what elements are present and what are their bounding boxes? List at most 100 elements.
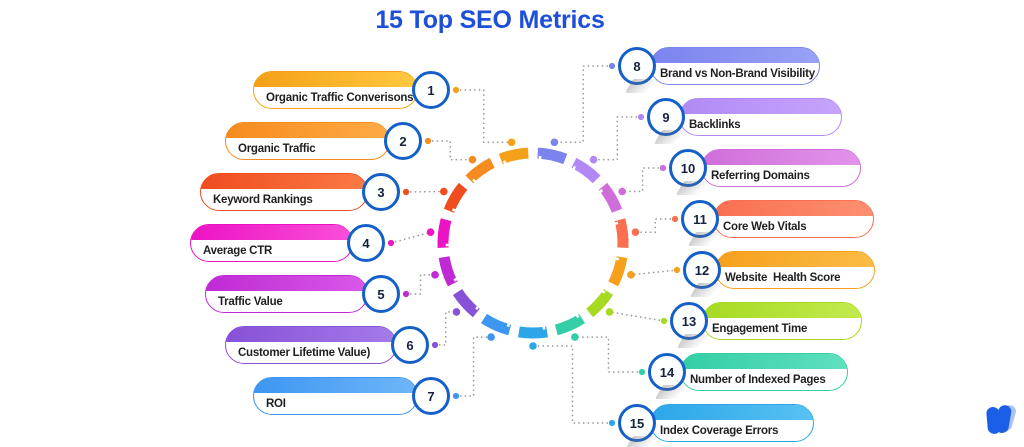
connector-start-dot (638, 368, 646, 376)
metric-label: Customer Lifetime Value) (238, 347, 371, 359)
connector-end-dot (507, 138, 516, 147)
connector-end-dot (468, 155, 477, 164)
metric-number-badge: 2 (384, 122, 422, 160)
pill-body (206, 276, 367, 312)
metric-pill-2: Organic Traffic 2 (225, 122, 422, 160)
pill-body (702, 150, 860, 186)
connector-line (574, 336, 643, 373)
metric-pill-11: Core Web Vitals 11 (681, 200, 874, 238)
metric-number-badge: 9 (647, 98, 685, 136)
connector-end-dot (529, 342, 537, 350)
pill-body (681, 354, 847, 390)
pill-color-band (714, 201, 873, 216)
pill-color-band (191, 225, 352, 240)
connector-start-dot (452, 392, 460, 400)
pill-body (254, 72, 417, 108)
pill-color-band (254, 378, 417, 393)
connector-start-dot (424, 137, 432, 145)
metric-pill-6: Customer Lifetime Value) 6 (225, 326, 429, 364)
metric-label: Core Web Vitals (723, 221, 807, 233)
connector-line (455, 89, 513, 144)
chain-link-icon (562, 153, 576, 174)
metric-pill-13: Engagement Time 13 (670, 302, 862, 340)
connector-end-dot (487, 333, 495, 341)
connector-line (405, 190, 445, 193)
metric-number-badge: 15 (618, 404, 656, 442)
metric-pill-9: Backlinks 9 (647, 98, 842, 136)
logo-right-stroke (995, 405, 1012, 433)
pill-body (714, 201, 873, 237)
metric-pill-12: Website Health Score 12 (683, 251, 875, 289)
pill-color-band (651, 48, 819, 63)
chain-link-icon (475, 302, 489, 324)
metric-number-badge: 10 (669, 149, 707, 187)
connector-start-dot (660, 317, 668, 325)
chain-link-icon (458, 178, 480, 193)
chain-link-icon (449, 275, 466, 295)
metric-number-badge: 13 (670, 302, 708, 340)
ring-segment (554, 313, 586, 336)
connector-end-dot (452, 308, 461, 316)
ring-segment (598, 182, 623, 213)
chain-link-icon (607, 209, 626, 227)
brush-mark-logo-icon (986, 405, 1016, 434)
metric-pill-3: Keyword Rankings 3 (200, 173, 400, 211)
metric-label: Traffic Value (218, 296, 283, 308)
metric-label: ROI (266, 398, 286, 410)
metric-pill-15: Index Coverage Errors 15 (618, 404, 814, 442)
chain-link-icon (439, 208, 460, 222)
chain-link-icon (597, 279, 619, 294)
chain-link-icon (573, 305, 593, 322)
metric-label: Average CTR (203, 245, 273, 257)
metric-pill-4: Average CTR 4 (190, 224, 385, 262)
connector-line (427, 140, 474, 161)
metric-pill-10: Referring Domains 10 (669, 149, 861, 187)
connector-start-dot (387, 239, 395, 247)
connector-end-dot (426, 228, 435, 237)
chain-link-icon (611, 248, 630, 261)
connector-end-dot (550, 138, 559, 147)
chain-link-icon (490, 154, 509, 172)
connector-line (621, 167, 664, 193)
metric-pill-7: ROI 7 (253, 377, 450, 415)
pill-body (191, 225, 352, 261)
connector-start-dot (671, 215, 679, 223)
connector-end-dot (618, 187, 627, 196)
connector-line (553, 65, 613, 144)
metric-number-badge: 3 (362, 173, 400, 211)
metric-number-badge: 7 (412, 377, 450, 415)
chain-link-icon (506, 319, 520, 339)
pill-color-band (651, 405, 813, 420)
connector-line (390, 231, 432, 244)
metric-number-badge: 5 (362, 275, 400, 313)
connector-end-dot (627, 271, 635, 279)
connector-end-dot (571, 333, 579, 341)
pill-body (680, 99, 841, 135)
connector-start-dot (402, 290, 410, 298)
ring-segment (537, 147, 568, 165)
metric-number-badge: 14 (648, 353, 686, 391)
connector-line (532, 345, 613, 424)
pill-color-band (254, 72, 417, 87)
pill-color-band (681, 354, 847, 369)
metric-number-badge: 12 (683, 251, 721, 289)
metric-number-badge: 4 (347, 224, 385, 262)
connector-start-dot (452, 86, 460, 94)
connector-line (634, 218, 676, 234)
metric-label: Brand vs Non-Brand Visibility (660, 68, 815, 80)
metric-pill-5: Traffic Value 5 (205, 275, 400, 313)
metric-label: Organic Traffic Converisons (266, 92, 414, 104)
pill-body (651, 405, 813, 441)
chain-link-icon (590, 175, 605, 196)
chain-link-icon (541, 320, 557, 338)
connector-end-dot (631, 228, 640, 237)
ring-segment (586, 288, 614, 318)
metric-label: Engagement Time (712, 323, 808, 335)
connector-start-dot (608, 62, 616, 70)
metric-pill-1: Organic Traffic Converisons 1 (253, 71, 450, 109)
pill-body (703, 303, 861, 339)
ring-segment (452, 288, 480, 318)
metric-label: Website Health Score (725, 272, 841, 284)
